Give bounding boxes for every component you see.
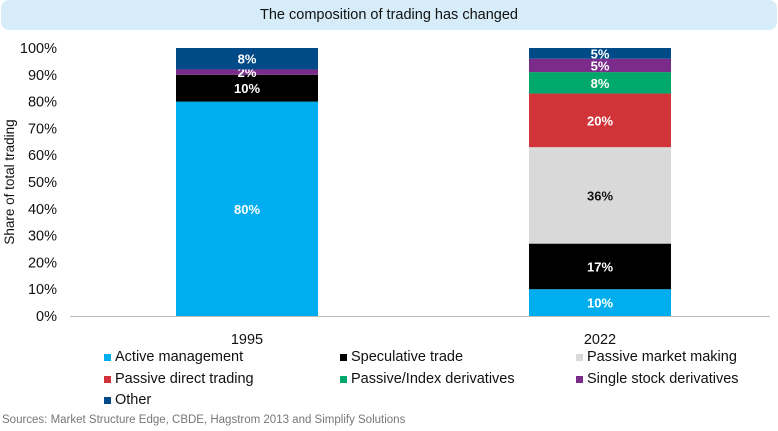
y-tick-label: 50% (28, 175, 57, 191)
legend-swatch (576, 353, 583, 361)
data-label: 17% (587, 259, 613, 274)
bar-segment (176, 101, 318, 316)
legend-label: Passive direct trading (115, 371, 254, 387)
bar-segment (176, 74, 318, 102)
legend-item: Other (104, 392, 151, 408)
data-label: 8% (591, 76, 610, 91)
legend-label: Single stock derivatives (587, 371, 739, 387)
data-label: 5% (591, 58, 610, 73)
y-tick-label: 20% (28, 255, 57, 271)
legend-label: Speculative trade (351, 349, 464, 365)
bar-segment (529, 243, 671, 290)
y-tick-label: 60% (28, 148, 57, 164)
legend-item: Passive market making (576, 349, 737, 365)
x-tick-label: 1995 (231, 332, 263, 348)
y-tick-label: 0% (36, 309, 57, 325)
data-label: 5% (591, 46, 610, 61)
legend-label: Passive market making (587, 349, 737, 365)
y-tick-label: 40% (28, 202, 57, 218)
data-label: 8% (238, 52, 257, 67)
legend-label: Passive/Index derivatives (351, 371, 515, 387)
bar-segment (529, 48, 671, 59)
y-axis-title: Share of total trading (2, 119, 17, 244)
bar-segment (529, 289, 671, 316)
legend-item: Passive direct trading (104, 371, 254, 387)
source-note: Sources: Market Structure Edge, CBDE, Ha… (2, 414, 406, 426)
legend-label: Active management (115, 349, 244, 365)
legend-swatch (340, 375, 347, 383)
legend-item: Speculative trade (340, 349, 463, 365)
legend-item: Single stock derivatives (576, 371, 739, 387)
legend-swatch (104, 396, 111, 404)
y-tick-label: 10% (28, 282, 57, 298)
data-label: 20% (587, 113, 613, 128)
bar-segment (529, 147, 671, 244)
legend-swatch (340, 353, 347, 361)
x-tick-label: 2022 (584, 332, 616, 348)
bar-segment (176, 48, 318, 70)
chart-title: The composition of trading has changed (1, 0, 777, 30)
data-label: 36% (587, 188, 613, 203)
y-tick-label: 90% (28, 68, 57, 84)
legend-item: Passive/Index derivatives (340, 371, 515, 387)
data-label: 10% (234, 81, 260, 96)
data-label: 80% (234, 202, 260, 217)
legend-item: Active management (104, 349, 243, 365)
y-tick-label: 70% (28, 121, 57, 137)
bar-segment (529, 72, 671, 94)
legend-swatch (104, 353, 111, 361)
bar-segment (176, 69, 318, 75)
y-tick-label: 30% (28, 229, 57, 245)
y-tick-label: 80% (28, 95, 57, 111)
data-label: 10% (587, 296, 613, 311)
legend-swatch (104, 375, 111, 383)
y-tick-label: 100% (20, 41, 57, 57)
legend-swatch (576, 375, 583, 383)
legend-label: Other (115, 392, 152, 408)
bar-segment (529, 93, 671, 148)
bar-segment (529, 58, 671, 73)
